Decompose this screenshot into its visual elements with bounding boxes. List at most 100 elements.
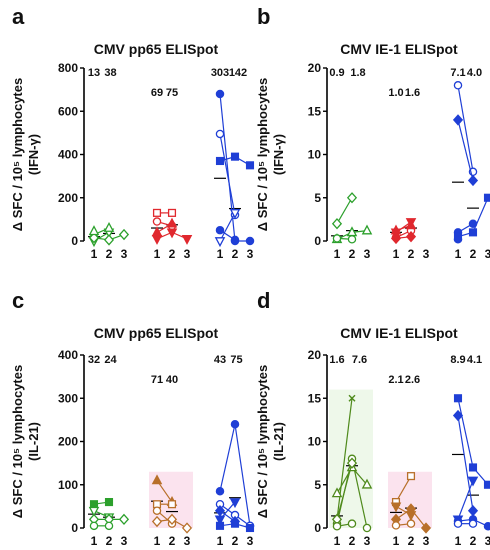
series-group [390,218,417,245]
x-tick-label: 3 [364,534,371,548]
y-tick-label: 400 [58,148,78,162]
data-point [405,230,417,243]
data-point [390,232,402,245]
data-point [181,234,193,245]
y-tick-label: 600 [58,104,78,118]
y-tick-label: 0 [71,234,78,248]
data-point [166,217,178,228]
subject-line [457,480,474,520]
y-axis-label: Δ SFC / 10⁵ lymphocytes [255,365,270,518]
chart-title: CMV IE-1 ELISpot [340,325,458,341]
data-point [152,208,162,217]
x-tick-label: 3 [184,534,191,548]
data-point [89,521,99,531]
y-tick-label: 100 [58,478,78,492]
mean-annotation: 40 [166,374,178,386]
data-point [347,235,357,244]
y-axis-sublabel: (IFN-γ) [271,134,286,175]
mean-annotation: 142 [229,67,247,79]
data-point [151,234,163,245]
data-point [214,237,226,248]
y-axis-sublabel: (IL-21) [271,422,286,461]
data-point [152,217,162,226]
data-point [215,129,225,139]
data-point [118,513,130,526]
y-tick-label: 0 [314,521,321,535]
subject-line [395,475,412,503]
x-tick-label: 3 [184,247,191,261]
series-group [151,474,193,534]
mean-annotation: 1.8 [350,67,365,79]
x-tick-label: 1 [217,247,224,261]
mean-annotation: 4.1 [467,354,482,366]
x-tick-label: 1 [393,247,400,261]
data-point [453,394,463,403]
mean-annotation: 1.0 [388,87,403,99]
data-point [230,152,240,161]
data-point [331,218,343,230]
data-point [483,480,490,489]
data-point [229,498,241,509]
data-point [362,523,372,533]
y-tick-label: 5 [314,191,321,205]
panel-a: a CMV pp65 ELISpot Δ SFC / 10⁵ lymphocytes… [10,4,255,261]
data-point [390,502,402,513]
data-point [452,114,464,126]
series-group [452,394,490,531]
chart-title: CMV IE-1 ELISpot [340,41,458,57]
data-point [151,515,163,528]
mean-annotation: 7.6 [352,354,367,366]
y-tick-label: 5 [314,478,321,492]
data-point [152,506,162,515]
mean-annotation: 2.6 [405,374,420,386]
x-tick-label: 2 [169,247,176,261]
subject-line [336,462,353,520]
data-point [405,219,417,230]
data-point [452,409,464,422]
y-tick-label: 300 [58,391,78,405]
x-tick-label: 1 [154,534,161,548]
data-point [103,221,115,232]
data-point [467,476,479,487]
data-point [361,224,373,235]
x-tick-label: 3 [423,247,430,261]
x-tick-label: 1 [154,247,161,261]
data-point [215,521,225,530]
data-point [391,521,401,530]
mean-annotation: 1.6 [405,87,420,99]
data-point [215,486,225,496]
series-group [390,472,432,534]
x-tick-label: 1 [455,534,462,548]
y-tick-label: 10 [308,435,322,449]
chart-title: CMV pp65 ELISpot [94,325,219,341]
x-tick-label: 1 [393,534,400,548]
y-tick-label: 800 [58,61,78,75]
x-tick-label: 2 [408,534,415,548]
data-point [104,497,114,507]
mean-annotation: 8.9 [450,354,465,366]
y-axis-sublabel: (IL-21) [26,422,41,461]
x-tick-label: 2 [169,534,176,548]
data-point [167,500,177,509]
data-point [214,505,226,517]
y-tick-label: 400 [58,348,78,362]
y-tick-label: 200 [58,435,78,449]
series-group [151,208,193,245]
x-tick-label: 3 [485,247,490,261]
data-point [420,522,432,534]
data-point [166,228,178,239]
series-group [88,221,130,248]
data-point [348,394,356,402]
mean-annotation: 7.1 [450,67,465,79]
x-tick-label: 2 [232,534,239,548]
mean-annotation: 32 [88,354,100,366]
panel-c: c CMV pp65 ELISpot Δ SFC / 10⁵ lymphocytes… [10,288,255,548]
data-point [230,519,240,528]
y-tick-label: 20 [308,61,322,75]
data-point [230,235,240,245]
data-point [214,515,226,526]
data-point [215,225,225,235]
mean-annotation: 24 [104,354,117,366]
mean-annotation: 2.1 [388,374,403,386]
